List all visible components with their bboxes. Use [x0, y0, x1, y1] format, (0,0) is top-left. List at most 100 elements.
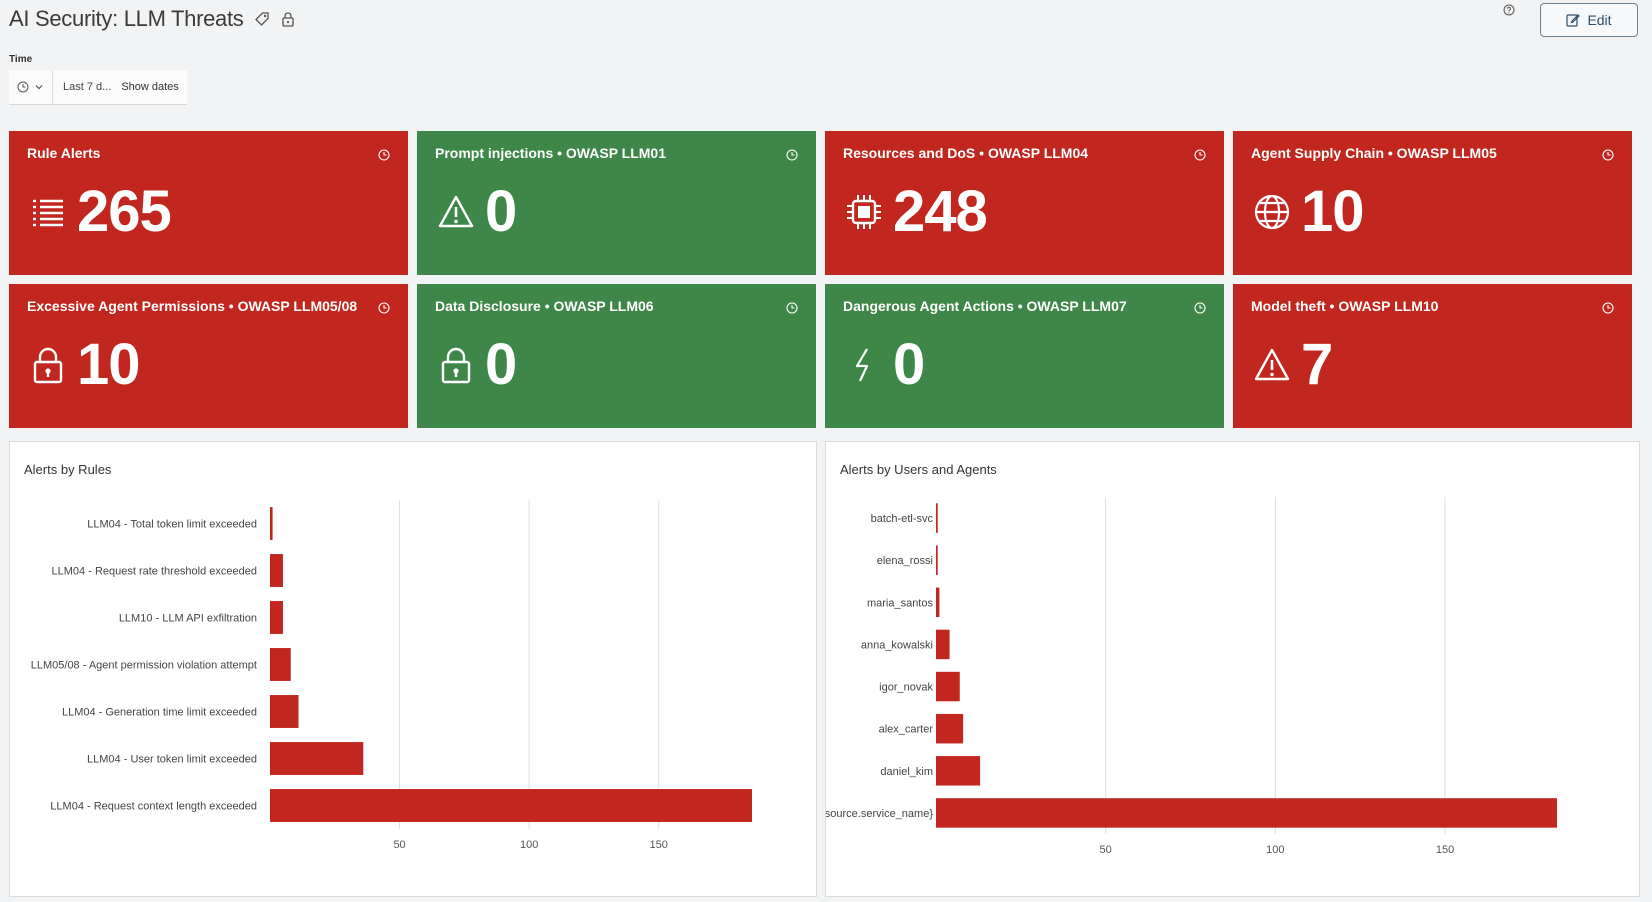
tile-value: 10 — [77, 332, 141, 397]
bar[interactable] — [270, 554, 283, 587]
bar[interactable] — [936, 756, 981, 786]
tile-title: Agent Supply Chain • OWASP LLM05 — [1251, 145, 1497, 161]
tile-title: Resources and DoS • OWASP LLM04 — [843, 145, 1089, 161]
x-tick-label: 100 — [1266, 844, 1284, 856]
bolt-icon — [855, 348, 869, 382]
lock-icon — [441, 347, 471, 384]
warning-icon — [1254, 348, 1290, 381]
tile-title: Data Disclosure • OWASP LLM06 — [435, 298, 654, 314]
help-icon[interactable] — [1503, 4, 1515, 16]
bar[interactable] — [936, 545, 938, 575]
edit-icon — [1566, 14, 1581, 27]
clock-icon — [786, 302, 798, 314]
tile-resources-dos[interactable]: Resources and DoS • OWASP LLM04 248 — [825, 131, 1224, 275]
tile-value: 0 — [485, 332, 517, 397]
lock-icon[interactable] — [280, 11, 296, 27]
tag-icon[interactable] — [254, 11, 270, 27]
clock-icon — [1194, 302, 1206, 314]
category-label: LLM04 - Request context length exceeded — [50, 801, 257, 813]
category-label: LLM10 - LLM API exfiltration — [119, 613, 257, 625]
tile-excessive-agent-permissions[interactable]: Excessive Agent Permissions • OWASP LLM0… — [9, 284, 408, 428]
tile-rule-alerts[interactable]: Rule Alerts 265 — [9, 131, 408, 275]
bar[interactable] — [936, 587, 940, 618]
tile-prompt-injections[interactable]: Prompt injections • OWASP LLM01 0 — [417, 131, 816, 275]
tile-metric: 0 — [437, 332, 517, 397]
lock-icon — [33, 347, 63, 384]
tile-metric: 7 — [1253, 332, 1333, 397]
x-tick-label: 100 — [520, 839, 538, 851]
bar[interactable] — [270, 507, 273, 540]
bar[interactable] — [270, 601, 283, 634]
tile-data-disclosure[interactable]: Data Disclosure • OWASP LLM06 0 — [417, 284, 816, 428]
tile-agent-supply-chain[interactable]: Agent Supply Chain • OWASP LLM05 10 — [1233, 131, 1632, 275]
tile-value: 10 — [1301, 179, 1365, 244]
quick-select-button[interactable] — [9, 70, 53, 104]
bar[interactable] — [270, 789, 752, 822]
tile-metric: 10 — [1253, 179, 1365, 244]
show-dates-link[interactable]: Show dates — [121, 81, 179, 93]
alerts-by-users-chart: 50 100 150 batch-etl-svc elena_rossi maria_sa… — [826, 497, 1557, 856]
tile-title: Rule Alerts — [27, 145, 101, 161]
tile-metric: 0 — [437, 183, 517, 241]
tile-title: Excessive Agent Permissions • OWASP LLM0… — [27, 298, 358, 314]
category-label: LLM04 - Request rate threshold exceeded — [52, 566, 257, 578]
category-label: maria_santos — [867, 597, 934, 609]
category-label: daniel_kim — [880, 766, 933, 778]
list-icon — [33, 199, 63, 227]
x-tick-label: 50 — [1100, 844, 1112, 856]
clock-icon — [786, 149, 798, 161]
category-label: alex_carter — [879, 724, 934, 736]
panel-alerts-by-rules: Alerts by Rules 50 100 150 LLM04 - Total to… — [9, 441, 817, 897]
alerts-by-rules-chart: 50 100 150 LLM04 - Total token limit exceed… — [31, 500, 752, 851]
x-tick-label: 50 — [393, 839, 405, 851]
category-label: LLM04 - Generation time limit exceeded — [62, 707, 257, 719]
clock-icon — [1194, 149, 1206, 161]
bar[interactable] — [936, 798, 1557, 828]
bar[interactable] — [270, 742, 364, 775]
tile-value: 7 — [1301, 332, 1333, 397]
clock-icon — [378, 302, 390, 314]
tile-title: Dangerous Agent Actions • OWASP LLM07 — [843, 298, 1127, 314]
bar[interactable] — [936, 713, 964, 744]
edit-button[interactable]: Edit — [1540, 3, 1638, 37]
bar[interactable] — [270, 695, 299, 728]
time-label: Time — [9, 54, 33, 65]
category-label: LLM05/08 - Agent permission violation at… — [31, 660, 257, 672]
warning-icon — [438, 195, 474, 228]
category-label: elena_rossi — [877, 555, 933, 567]
category-label: batch-etl-svc — [871, 513, 934, 525]
tile-value: 248 — [893, 179, 988, 244]
chevron-down-icon — [35, 85, 43, 90]
tile-title: Prompt injections • OWASP LLM01 — [435, 145, 667, 161]
bar[interactable] — [936, 503, 938, 533]
clock-icon — [17, 81, 29, 93]
time-range-value[interactable]: Last 7 d... — [63, 81, 112, 93]
tile-title: Model theft • OWASP LLM10 — [1251, 298, 1439, 314]
chart-title: Alerts by Users and Agents — [840, 462, 997, 477]
page-title: AI Security: LLM Threats — [9, 6, 244, 31]
tile-value: 265 — [77, 179, 172, 244]
tile-metric: 0 — [845, 332, 925, 397]
clock-icon — [1602, 302, 1614, 314]
tile-metric: 10 — [29, 332, 141, 397]
clock-icon — [1602, 149, 1614, 161]
category-label: igor_novak — [879, 682, 933, 694]
bar[interactable] — [936, 629, 950, 660]
time-range-control: Last 7 d... Show dates — [9, 70, 187, 105]
category-label: LLM04 - Total token limit exceeded — [87, 519, 257, 531]
tile-metric: 265 — [29, 179, 172, 244]
tile-metric: 248 — [845, 179, 988, 244]
bar[interactable] — [270, 648, 291, 681]
edit-button-label: Edit — [1587, 12, 1612, 28]
chip-icon — [847, 195, 881, 229]
x-tick-label: 150 — [650, 839, 668, 851]
tile-value: 0 — [893, 332, 925, 397]
clock-icon — [378, 149, 390, 161]
tile-dangerous-agent-actions[interactable]: Dangerous Agent Actions • OWASP LLM07 0 — [825, 284, 1224, 428]
bar[interactable] — [936, 671, 960, 702]
x-tick-label: 150 — [1436, 844, 1454, 856]
tile-model-theft[interactable]: Model theft • OWASP LLM10 7 — [1233, 284, 1632, 428]
category-label: anna_kowalski — [861, 639, 933, 651]
category-label: {_source.service_name} — [826, 808, 933, 820]
chart-title: Alerts by Rules — [24, 462, 112, 477]
